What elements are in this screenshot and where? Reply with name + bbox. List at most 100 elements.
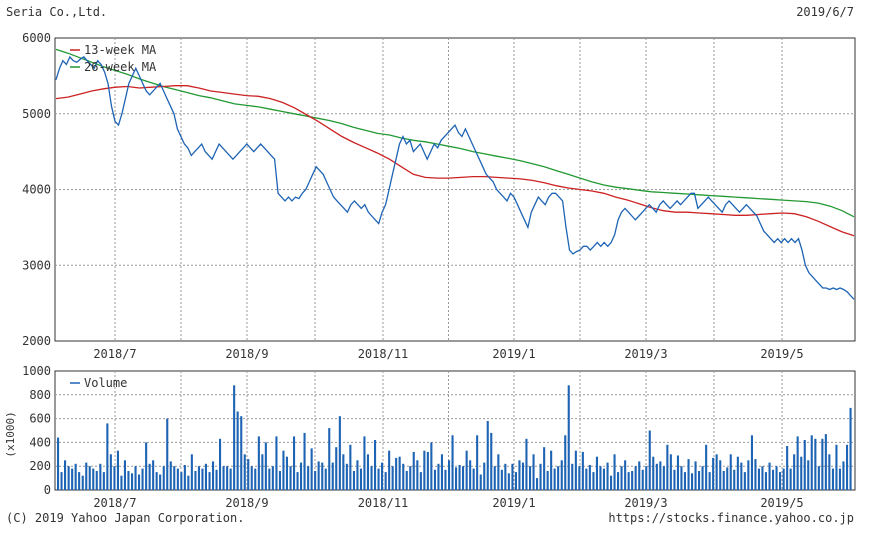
volume-bar xyxy=(388,450,391,490)
y-tick-label: 1000 xyxy=(22,364,51,378)
volume-bar xyxy=(412,451,415,490)
volume-bar xyxy=(757,468,760,490)
volume-bar xyxy=(419,472,422,490)
volume-panel: 0 200 400 600 800 1000 2018/7 2018/9 2018/11 2019… xyxy=(4,364,856,510)
volume-bar xyxy=(567,385,570,490)
volume-bar xyxy=(430,442,433,490)
volume-bar xyxy=(141,468,144,490)
volume-bar xyxy=(550,450,553,490)
volume-bar xyxy=(243,454,246,490)
volume-bar xyxy=(694,461,697,490)
volume-bar xyxy=(655,463,658,490)
volume-bar xyxy=(476,435,479,490)
volume-bar xyxy=(317,461,320,490)
y-tick-label: 200 xyxy=(29,459,51,473)
volume-bar xyxy=(588,465,591,490)
volume-bar xyxy=(359,468,362,490)
volume-bar xyxy=(750,435,753,490)
volume-bar xyxy=(620,466,623,490)
volume-bar xyxy=(127,471,130,490)
volume-bar xyxy=(578,466,581,490)
volume-bar xyxy=(648,430,651,490)
volume-bar xyxy=(123,460,126,491)
price-panel: 2000 3000 4000 5000 6000 2018/7 2018/9 2018/11 2… xyxy=(22,31,856,361)
volume-bar xyxy=(786,446,789,490)
volume-bar xyxy=(303,432,306,490)
volume-bar xyxy=(293,436,296,490)
volume-bar xyxy=(57,437,60,490)
y-tick-label: 0 xyxy=(44,483,51,497)
volume-bar xyxy=(715,454,718,490)
volume-bar xyxy=(314,471,317,490)
volume-bar xyxy=(652,456,655,490)
y-tick-label: 5000 xyxy=(22,107,51,121)
volume-bar xyxy=(405,471,408,490)
volume-bar xyxy=(366,454,369,490)
volume-bar xyxy=(60,472,63,490)
volume-bar xyxy=(289,466,292,490)
volume-bar xyxy=(440,454,443,490)
volume-bar xyxy=(574,450,577,490)
volume-bar xyxy=(194,471,197,490)
volume-bar xyxy=(264,442,267,490)
source-url[interactable]: https://stocks.finance.yahoo.co.jp xyxy=(608,511,854,525)
volume-bar xyxy=(109,454,112,490)
x-tick-label: 2018/9 xyxy=(225,347,268,361)
volume-bar xyxy=(585,468,588,490)
x-tick-label: 2019/3 xyxy=(624,496,667,510)
volume-bar xyxy=(88,466,91,490)
legend-label-ma13: 13-week MA xyxy=(84,43,157,57)
volume-bar xyxy=(433,469,436,490)
volume-bar xyxy=(828,454,831,490)
volume-bar xyxy=(602,468,605,490)
volume-bar xyxy=(719,460,722,491)
volume-bar xyxy=(278,471,281,490)
volume-bar xyxy=(793,454,796,490)
x-tick-label: 2019/1 xyxy=(492,496,535,510)
volume-unit-label: (x1000) xyxy=(4,411,17,457)
volume-bar xyxy=(662,466,665,490)
volume-bar xyxy=(78,472,81,490)
volume-bar xyxy=(782,468,785,490)
copyright: (C) 2019 Yahoo Japan Corporation. xyxy=(6,511,245,525)
volume-bar xyxy=(536,478,539,490)
volume-bar xyxy=(846,444,849,490)
volume-bar xyxy=(67,466,70,490)
volume-bar xyxy=(592,472,595,490)
volume-bar xyxy=(691,473,694,490)
volume-bar xyxy=(233,385,236,490)
legend-label-ma26: 26-week MA xyxy=(84,60,157,74)
volume-bar xyxy=(842,461,845,490)
volume-bar xyxy=(180,472,183,490)
volume-bar xyxy=(173,466,176,490)
volume-bar xyxy=(222,466,225,490)
volume-bar xyxy=(641,469,644,490)
volume-bar xyxy=(775,466,778,490)
volume-bar xyxy=(307,466,310,490)
volume-bar xyxy=(85,462,88,490)
volume-bar xyxy=(444,469,447,490)
volume-bar xyxy=(511,463,514,490)
x-tick-label: 2019/3 xyxy=(624,347,667,361)
volume-bar xyxy=(764,472,767,490)
volume-bar xyxy=(247,459,250,490)
volume-bar xyxy=(796,436,799,490)
volume-bar xyxy=(226,466,229,490)
volume-bar xyxy=(402,463,405,490)
y-tick-label: 2000 xyxy=(22,334,51,348)
volume-bar xyxy=(116,450,119,490)
volume-bar xyxy=(212,461,215,490)
volume-bar xyxy=(532,454,535,490)
volume-bar xyxy=(282,450,285,490)
volume-bar xyxy=(736,456,739,490)
volume-bar xyxy=(490,432,493,490)
x-tick-label: 2019/5 xyxy=(760,347,803,361)
volume-bar xyxy=(166,418,169,490)
volume-bar xyxy=(712,457,715,490)
volume-bar xyxy=(384,472,387,490)
volume-bar xyxy=(733,469,736,490)
volume-bar xyxy=(458,465,461,490)
volume-bar xyxy=(768,462,771,490)
volume-bar xyxy=(138,474,141,490)
